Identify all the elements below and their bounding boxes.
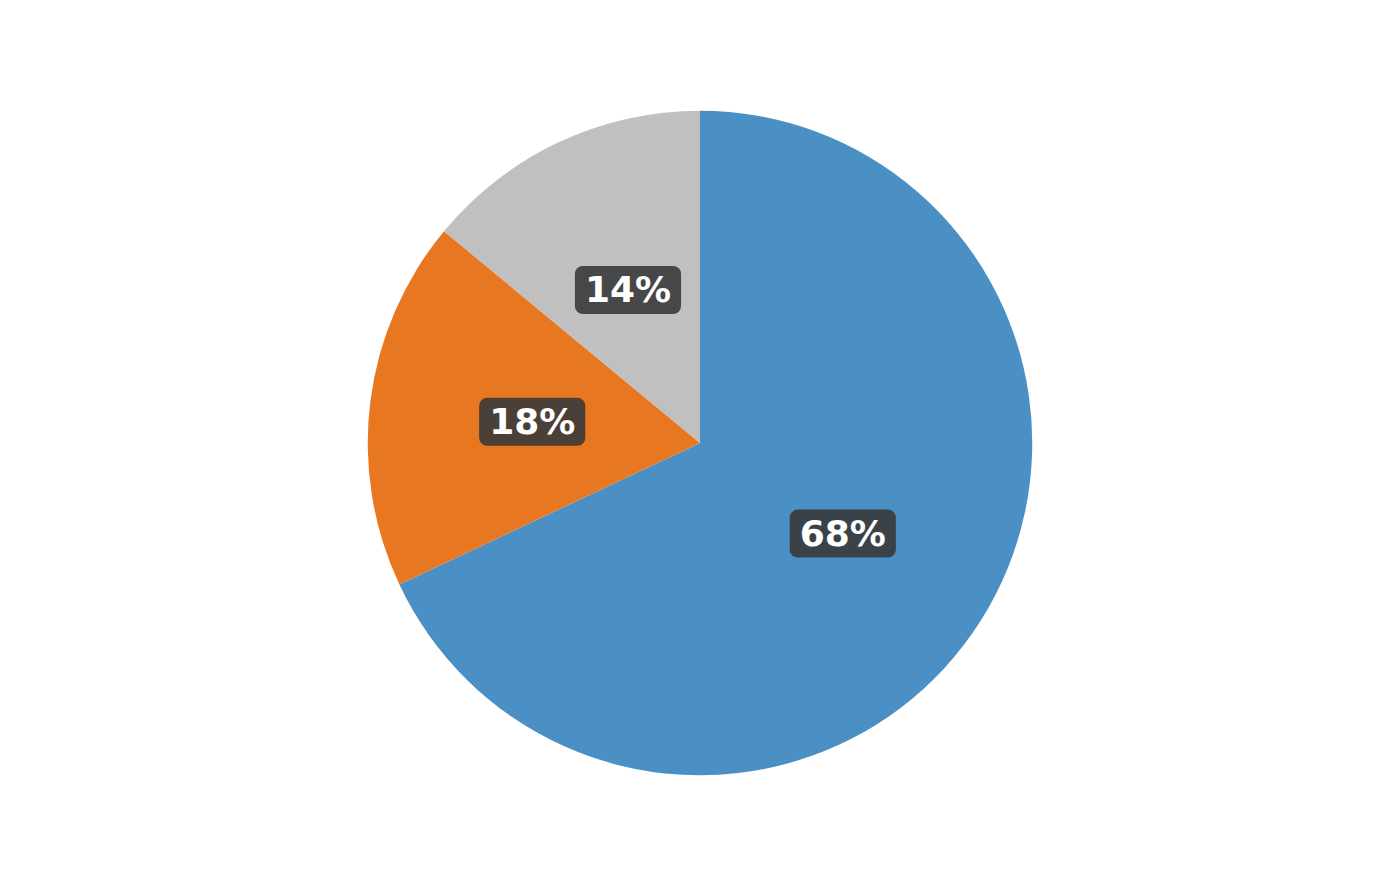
- svg-text:18%: 18%: [489, 401, 575, 442]
- svg-text:14%: 14%: [585, 269, 671, 310]
- svg-text:68%: 68%: [800, 513, 886, 554]
